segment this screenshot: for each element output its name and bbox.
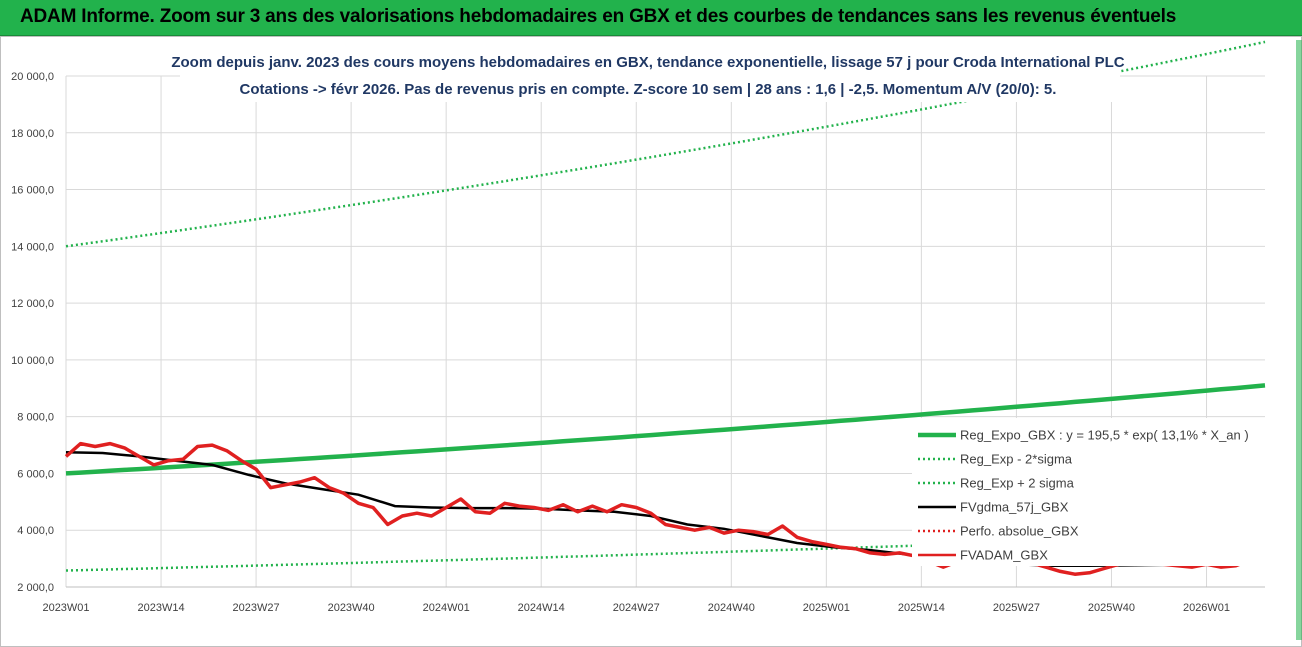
y-tick-label: 2 000,0 [17,582,54,594]
legend-perfo-label: Perfo. absolue_GBX [960,524,1079,539]
y-tick-label: 8 000,0 [17,412,54,424]
x-tick-label: 2023W01 [42,602,89,614]
y-tick-label: 10 000,0 [11,355,54,367]
chart-title-line1: Zoom depuis janv. 2023 des cours moyens … [171,54,1124,71]
legend-background [912,418,1274,566]
banner: ADAM Informe. Zoom sur 3 ans des valoris… [0,0,1302,36]
y-tick-label: 6 000,0 [17,468,54,480]
y-tick-label: 20 000,0 [11,71,54,83]
series-reg-expo [65,383,1266,476]
series-upper-band [65,40,1266,248]
banner-title: ADAM Informe. Zoom sur 3 ans des valoris… [20,6,1177,27]
chart-title-line2: Cotations -> févr 2026. Pas de revenus p… [240,81,1057,98]
legend-reg-minus-label: Reg_Exp - 2*sigma [960,452,1073,467]
legend-reg-plus-label: Reg_Exp + 2 sigma [960,476,1075,491]
x-tick-label: 2023W27 [233,602,280,614]
x-tick-label: 2024W01 [423,602,470,614]
x-tick-label: 2024W40 [708,602,755,614]
series-fvadam [64,441,1266,576]
y-tick-label: 12 000,0 [11,298,54,310]
y-tick-label: 4 000,0 [17,525,54,537]
x-tick-label: 2025W27 [993,602,1040,614]
x-tick-label: 2023W14 [137,602,184,614]
legend-fvgdma-label: FVgdma_57j_GBX [960,500,1069,515]
title-background [180,46,1120,102]
x-tick-label: 2023W40 [328,602,375,614]
x-tick-label: 2024W14 [518,602,565,614]
y-tick-label: 18 000,0 [11,128,54,140]
right-accent-strip [1296,40,1302,640]
x-tick-label: 2025W01 [803,602,850,614]
y-axis-ticks: 2 000,0 4 000,0 6 000,0 8 000,0 10 000,0 12 0… [11,71,54,594]
gridlines [65,75,1265,588]
legend: Reg_Expo_GBX : y = 195,5 * exp( 13,1% * … [912,418,1274,566]
x-tick-label: 2025W40 [1088,602,1135,614]
y-tick-label: 14 000,0 [11,241,54,253]
y-tick-label: 16 000,0 [11,185,54,197]
x-axis-ticks: 2023W01 2023W14 2023W27 2023W40 2024W01 2024W… [42,602,1230,614]
legend-fvadam-label: FVADAM_GBX [960,548,1048,563]
x-tick-label: 2024W27 [613,602,660,614]
x-tick-label: 2026W01 [1183,602,1230,614]
legend-reg-expo-label: Reg_Expo_GBX : y = 195,5 * exp( 13,1% * … [960,428,1249,443]
x-tick-label: 2025W14 [898,602,945,614]
